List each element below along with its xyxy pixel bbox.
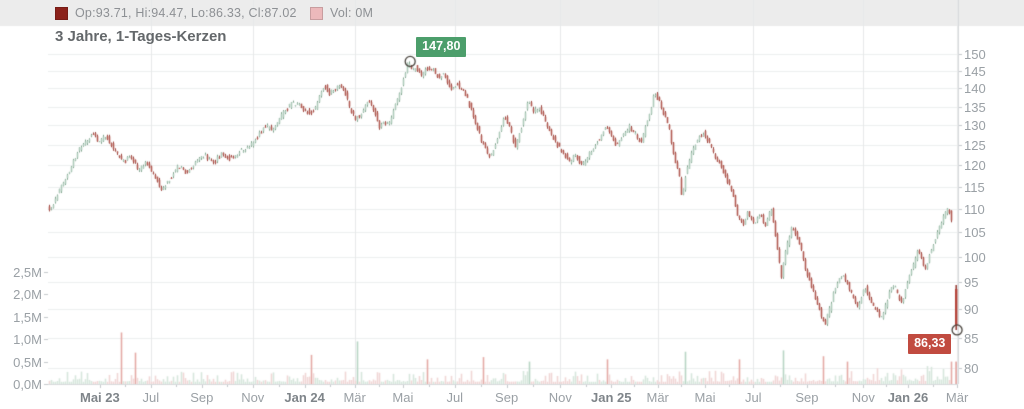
price-tick-label: 145 [964, 63, 986, 79]
time-tick-label: Nov [241, 390, 265, 405]
chart-title: 3 Jahre, 1-Tages-Kerzen [55, 28, 227, 45]
time-tick-label: Nov [548, 390, 572, 405]
time-tick-label: Mär [646, 390, 669, 405]
legend-item-volume: Vol: 0M [310, 0, 373, 26]
time-tick-label: Mär [945, 390, 969, 405]
volume-tick-label: 2,0M [13, 286, 42, 302]
price-tick-label: 135 [964, 99, 986, 115]
time-tick-label: Mai 23 [79, 390, 120, 405]
price-tick-label: 95 [964, 274, 979, 290]
time-tick-label: Jan 24 [284, 390, 325, 405]
price-tick-label: 130 [964, 117, 986, 133]
time-tick-label: Sep [795, 390, 819, 405]
time-tick-label: Mai [694, 390, 716, 405]
volume-tick-label: 1,0M [13, 331, 42, 347]
last-price-badge: 86,33 [908, 333, 952, 354]
price-tick-label: 140 [964, 80, 986, 96]
ohlc-series-swatch-icon [55, 6, 68, 20]
price-tick-label: 150 [964, 46, 986, 62]
volume-tick-label: 1,5M [13, 309, 42, 325]
time-tick-label: Mai [392, 390, 414, 405]
time-tick-label: Jul [142, 390, 160, 405]
volume-series-swatch-icon [310, 6, 323, 20]
time-tick-label: Jan 26 [887, 390, 929, 405]
volume-tick-label: 0,5M [13, 354, 42, 370]
price-tick-label: 115 [964, 179, 985, 195]
legend-bar: Op:93.71, Hi:94.47, Lo:86.33, Cl:87.02 V… [0, 0, 1024, 26]
time-tick-label: Nov [851, 390, 875, 405]
price-tick-label: 85 [964, 330, 979, 346]
price-tick-label: 100 [964, 249, 986, 265]
price-tick-label: 120 [964, 157, 986, 173]
period-high-badge: 147,80 [416, 37, 467, 58]
time-tick-label: Jul [446, 390, 464, 405]
time-tick-label: Sep [190, 390, 214, 405]
time-tick-label: Sep [495, 390, 519, 405]
time-tick-label: Jan 25 [591, 390, 632, 405]
time-tick-label: Jul [744, 390, 762, 405]
volume-tick-label: 0,0M [13, 376, 42, 392]
volume-tick-label: 2,5M [13, 264, 42, 280]
price-tick-label: 110 [964, 201, 985, 217]
volume-legend-text: Vol: 0M [330, 6, 374, 20]
time-tick-label: Mär [343, 390, 366, 405]
price-tick-label: 80 [964, 360, 979, 376]
ohlc-legend-text: Op:93.71, Hi:94.47, Lo:86.33, Cl:87.02 [75, 6, 297, 20]
price-tick-label: 105 [964, 224, 986, 240]
price-tick-label: 125 [964, 137, 986, 153]
price-tick-label: 90 [964, 301, 979, 317]
legend-item-ohlc: Op:93.71, Hi:94.47, Lo:86.33, Cl:87.02 [55, 0, 297, 26]
